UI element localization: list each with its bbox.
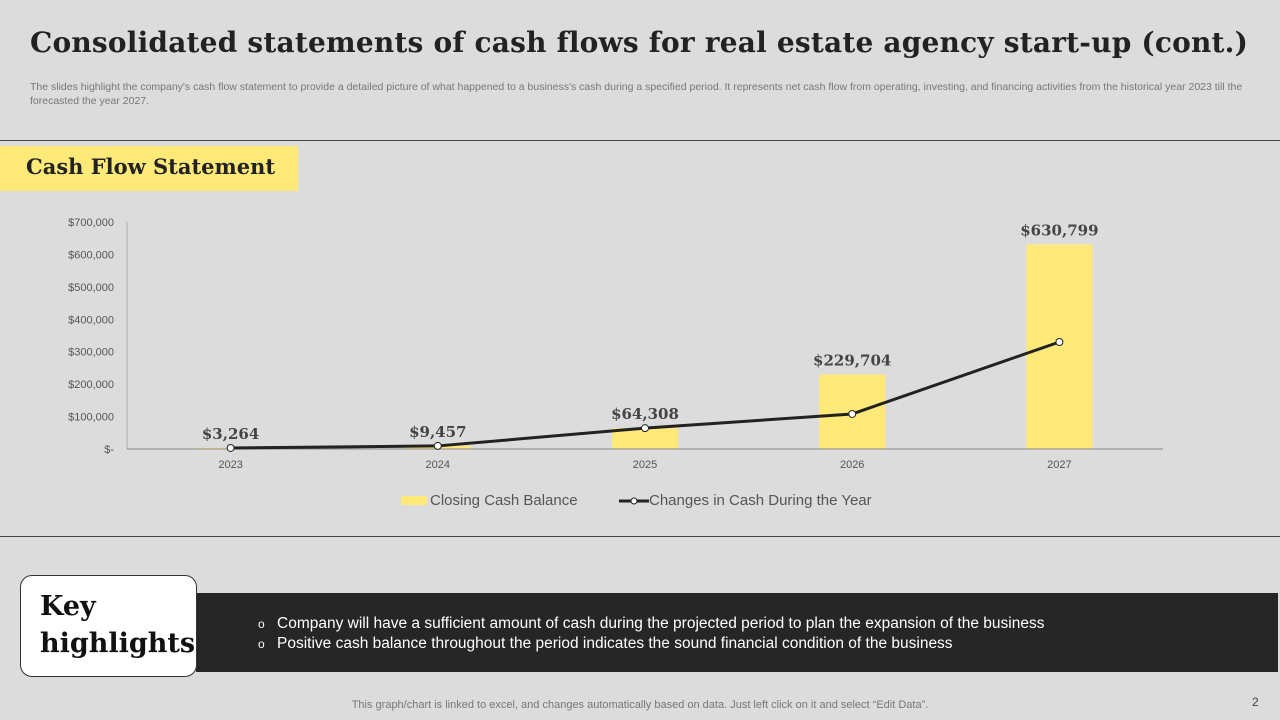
legend-line-swatch <box>619 497 649 504</box>
y-tick-label: $100,000 <box>68 412 114 424</box>
legend-bar-swatch <box>401 496 427 505</box>
data-label: $9,457 <box>409 423 466 441</box>
highlight-item: o Positive cash balance throughout the pe… <box>258 634 1278 654</box>
x-tick-label: 2026 <box>840 459 864 471</box>
data-label: $630,799 <box>1020 221 1098 239</box>
y-tick-label: $600,000 <box>68 249 114 261</box>
chart-label: Cash Flow Statement <box>0 146 298 191</box>
legend-item-closing-balance[interactable]: Closing Cash Balance <box>401 492 578 509</box>
y-tick-label: $700,000 <box>68 217 114 229</box>
x-tick-label: 2024 <box>426 459 450 471</box>
bar-closing-balance-2027 <box>1026 244 1093 449</box>
bullet-icon: o <box>258 637 265 651</box>
heading-line: Key <box>40 591 96 622</box>
x-tick-label: 2027 <box>1047 459 1071 471</box>
bullet-icon: o <box>258 617 265 631</box>
chart-panel <box>0 140 1280 537</box>
highlights-band: o Company will have a sufficient amount o… <box>196 593 1278 672</box>
data-label: $64,308 <box>611 405 679 423</box>
y-tick-label: $300,000 <box>68 347 114 359</box>
heading-line: highlights <box>40 628 196 659</box>
footer-note: This graph/chart is linked to excel, and… <box>351 699 929 711</box>
highlight-item: o Company will have a sufficient amount o… <box>258 614 1278 634</box>
legend-item-changes[interactable]: Changes in Cash During the Year <box>619 492 872 509</box>
highlight-text: Company will have a sufficient amount of… <box>277 615 1045 632</box>
y-tick-label: $400,000 <box>68 314 114 326</box>
y-tick-label: $500,000 <box>68 282 114 294</box>
highlight-text: Positive cash balance throughout the per… <box>277 635 953 652</box>
data-label: $3,264 <box>202 425 259 443</box>
legend-label: Closing Cash Balance <box>430 492 578 509</box>
y-tick-label: $200,000 <box>68 379 114 391</box>
cash-flow-chart[interactable]: $- $100,000 $200,000 $300,000 $400,000 $500,0… <box>0 0 1280 540</box>
line-point-2025 <box>641 424 649 433</box>
x-tick-label: 2023 <box>218 459 242 471</box>
key-highlights-heading: Key highlights <box>20 575 197 677</box>
line-point-2024 <box>433 441 442 450</box>
page-title: Consolidated statements of cash flows fo… <box>30 26 1249 59</box>
line-point-2026 <box>848 409 857 418</box>
bar-closing-balance-2025 <box>612 428 678 449</box>
line-point-2023 <box>226 443 235 452</box>
x-tick-label: 2025 <box>633 459 657 471</box>
y-tick-label: $- <box>104 444 114 456</box>
page-subtitle: The slides highlight the company's cash … <box>30 81 1243 107</box>
legend-label: Changes in Cash During the Year <box>649 492 872 509</box>
page-number: 2 <box>1252 695 1259 709</box>
data-label: $229,704 <box>813 352 891 370</box>
line-point-2027 <box>1055 337 1064 346</box>
